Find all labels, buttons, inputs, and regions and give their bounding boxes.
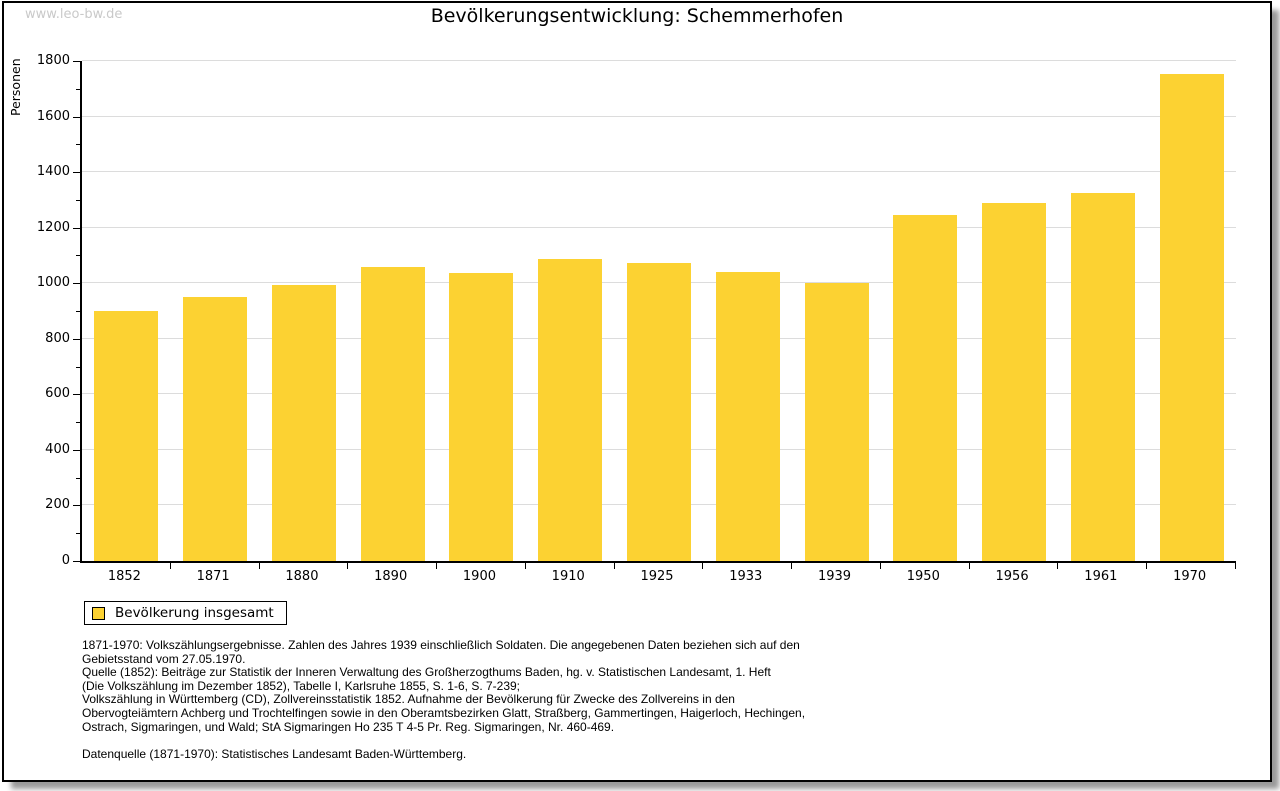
x-tick-label-1950: 1950	[906, 569, 940, 584]
x-tick-label-1933: 1933	[729, 569, 763, 584]
x-tick-13	[1235, 563, 1236, 569]
x-tick-9	[879, 563, 881, 569]
footnote-lines: 1871-1970: Volkszählungsergebnisse. Zahl…	[82, 638, 1182, 734]
bar-1871	[183, 297, 248, 561]
y-tick-label-1800: 1800	[36, 53, 70, 68]
x-tick-12	[1146, 563, 1148, 569]
y-tick-label-1000: 1000	[36, 275, 70, 291]
datasource-line: Datenquelle (1871-1970): Statistisches L…	[82, 746, 467, 761]
bar-1939	[804, 282, 869, 561]
bar-1970	[1159, 73, 1224, 561]
footnote-block: 1871-1970: Volkszählungsergebnisse. Zahl…	[82, 638, 1182, 761]
x-tick-label-1871: 1871	[196, 569, 230, 584]
bar-1961	[1070, 193, 1135, 561]
y-tick-200	[73, 505, 80, 507]
x-tick-label-1939: 1939	[817, 569, 852, 584]
x-tick-3	[347, 563, 349, 569]
chart-title: Bevölkerungsentwicklung: Schemmerhofen	[430, 5, 844, 27]
x-tick-label-1925: 1925	[640, 569, 674, 584]
footnote-line-3: Quelle (1852): Beiträge zur Statistik de…	[82, 665, 771, 680]
gridline-1400	[82, 171, 1236, 173]
y-tick-1400	[73, 172, 80, 174]
bar-1956	[982, 203, 1047, 561]
x-tick-10	[968, 563, 970, 569]
bar-1933	[715, 272, 780, 561]
y-tick-0	[73, 561, 80, 562]
x-tick-11	[1057, 563, 1059, 569]
footnote-line-2: Gebietsstand vom 27.05.1970.	[82, 651, 246, 666]
x-tick-8	[791, 563, 793, 569]
y-tick-400	[73, 449, 80, 451]
bar-1950	[893, 215, 958, 561]
x-tick-4	[436, 563, 438, 569]
bar-1900	[449, 273, 514, 561]
y-tick-label-200: 200	[45, 497, 70, 513]
y-tick-300	[76, 477, 80, 479]
x-tick-2	[258, 563, 260, 569]
x-tick-label-1961: 1961	[1084, 569, 1118, 584]
legend-box: Bevölkerung insgesamt	[84, 601, 287, 625]
plot-area	[80, 60, 1236, 563]
bar-1910	[538, 259, 603, 561]
y-tick-1200	[73, 227, 80, 229]
y-tick-100	[76, 533, 80, 535]
bar-1852	[94, 311, 159, 561]
footnote-line-5: Volkszählung in Württemberg (CD), Zollve…	[82, 692, 735, 707]
x-tick-5	[524, 563, 526, 569]
x-tick-label-1956: 1956	[995, 569, 1029, 584]
x-tick-label-1852: 1852	[107, 569, 141, 584]
y-tick-900	[76, 311, 80, 312]
y-tick-500	[76, 422, 80, 424]
x-tick-label-1910: 1910	[551, 569, 585, 584]
page-frame: www.leo-bw.de Bevölkerungsentwicklung: S…	[2, 1, 1272, 782]
y-tick-label-800: 800	[45, 330, 70, 346]
x-tick-label-1900: 1900	[462, 569, 496, 584]
y-tick-1000	[73, 283, 80, 285]
x-tick-label-1970: 1970	[1173, 569, 1207, 584]
y-tick-1100	[76, 255, 80, 257]
y-tick-label-0: 0	[61, 553, 70, 568]
footnote-line-7: Ostrach, Sigmaringen, und Wald; StA Sigm…	[82, 719, 615, 734]
bar-1880	[271, 285, 336, 561]
gridline-1600	[82, 115, 1236, 117]
y-tick-label-1200: 1200	[36, 219, 70, 235]
y-tick-1600	[73, 116, 80, 118]
x-tick-6	[613, 563, 615, 569]
y-tick-1700	[76, 88, 80, 90]
y-tick-label-1400: 1400	[36, 164, 70, 180]
y-tick-1500	[76, 144, 80, 146]
y-tick-1800	[73, 61, 80, 62]
y-tick-label-600: 600	[45, 386, 70, 402]
bar-1925	[627, 263, 691, 561]
watermark-link[interactable]: www.leo-bw.de	[25, 7, 123, 22]
y-tick-600	[73, 394, 80, 396]
y-tick-1300	[76, 199, 80, 201]
footnote-line-1: 1871-1970: Volkszählungsergebnisse. Zahl…	[82, 638, 800, 652]
footnote-line-6: Obervogteiämtern Achberg und Trochtelfin…	[82, 705, 806, 720]
legend-label: Bevölkerung insgesamt	[115, 605, 274, 621]
footnote-line-4: (Die Volkszählung im Dezember 1852), Tab…	[82, 678, 521, 693]
y-tick-700	[76, 366, 80, 368]
legend-swatch	[92, 606, 105, 620]
x-tick-label-1890: 1890	[374, 569, 408, 584]
y-tick-label-400: 400	[45, 441, 70, 457]
y-tick-label-1600: 1600	[36, 108, 70, 124]
bar-1890	[360, 267, 425, 561]
x-tick-7	[702, 563, 704, 569]
gridline-1800	[82, 60, 1236, 61]
x-tick-label-1880: 1880	[285, 569, 319, 584]
y-tick-800	[73, 338, 80, 340]
x-tick-1	[169, 563, 171, 569]
gridline-1200	[82, 226, 1236, 228]
